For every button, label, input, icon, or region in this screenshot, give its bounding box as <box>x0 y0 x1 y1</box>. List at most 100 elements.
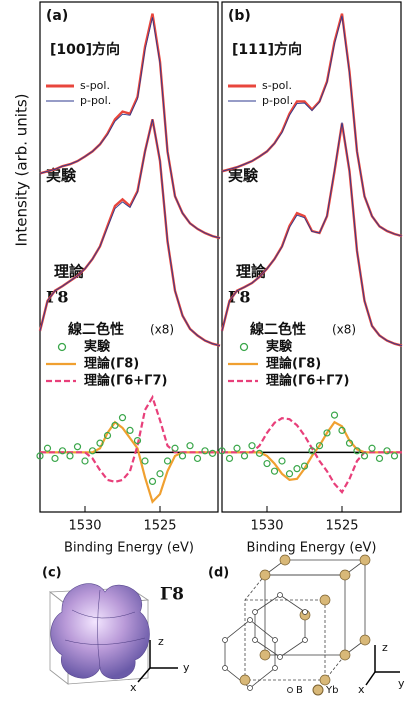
dichroism-point <box>270 467 279 475</box>
y-axis-label: Intensity (arb. units) <box>13 93 31 246</box>
dichroism-line <box>40 394 220 484</box>
x-axis-label: Binding Energy (eV) <box>64 541 194 556</box>
mesh <box>64 589 146 669</box>
plot-frame <box>221 1 402 513</box>
dichroism-point <box>360 452 369 460</box>
dichroism-point <box>263 459 271 468</box>
dichroism-point <box>58 447 67 455</box>
legend-label: 理論(Γ8) <box>84 356 139 372</box>
orbital <box>50 583 150 680</box>
curve-label: 理論 <box>236 263 267 281</box>
legend-marker <box>239 342 249 352</box>
dichroism-point <box>315 442 324 450</box>
dichroism-point <box>345 439 354 447</box>
legend-label: 理論(Γ6+Γ7) <box>266 373 349 389</box>
dichroism-point <box>338 426 346 434</box>
dichroism-point <box>156 470 164 478</box>
axis-label: y <box>183 661 190 674</box>
legend-label: Yb <box>325 685 338 696</box>
axis-label: z <box>382 641 388 654</box>
dichroism-point <box>193 454 202 463</box>
dichroism-point <box>111 421 119 429</box>
legend-marker <box>312 684 324 696</box>
dichroism-point <box>225 454 234 463</box>
dichroism-point <box>323 429 331 437</box>
spectrum-line <box>39 17 221 239</box>
dichroism-point <box>240 452 249 460</box>
dichroism-point <box>186 442 194 450</box>
spectrum-line <box>221 15 403 237</box>
dichroism-line <box>222 420 402 482</box>
legend-label: 実験 <box>266 339 293 355</box>
dichroism-point <box>218 447 226 455</box>
axis-label: y <box>398 677 405 690</box>
dichroism-point <box>208 449 217 457</box>
dichroism-point <box>248 442 256 450</box>
curve-symbol: Γ8 <box>46 288 69 307</box>
panel-label: (c) <box>42 566 62 581</box>
dichroism-point <box>96 439 104 447</box>
legend-label: 理論(Γ8) <box>266 356 321 372</box>
dichroism-point <box>390 452 399 460</box>
x-axis-label: Binding Energy (eV) <box>247 541 377 556</box>
dichroism-point <box>73 443 82 451</box>
dichroism-point <box>368 444 376 452</box>
dichroism-point <box>43 444 52 452</box>
dichroism-point <box>81 457 89 465</box>
spectrum-line <box>38 119 221 347</box>
dichroism-factor: (x8) <box>150 323 174 337</box>
axis-label: z <box>158 635 164 648</box>
legend-label: p-pol. <box>262 94 293 107</box>
axis-label: x <box>358 683 365 696</box>
dichroism-point <box>171 444 179 452</box>
dichroism-point <box>178 452 187 460</box>
panel-c: (c) Γ8 z y x <box>42 566 190 695</box>
dichroism-point <box>308 447 316 455</box>
dichroism-point <box>375 454 384 463</box>
curve-label: 実験 <box>46 167 77 185</box>
x-tick-label: 1530 <box>68 519 101 534</box>
dichroism-point <box>118 414 127 422</box>
yb-atoms <box>239 554 371 686</box>
x-tick-label: 1525 <box>325 519 358 534</box>
dichroism-title: 線二色性 <box>250 321 306 338</box>
symbol: Γ8 <box>160 585 184 605</box>
dichroism-line <box>40 420 220 504</box>
dichroism-point <box>66 452 74 460</box>
dichroism-point <box>88 447 97 455</box>
plot-frame <box>39 1 219 513</box>
dichroism-point <box>278 457 286 465</box>
dichroism-point <box>255 449 264 457</box>
dichroism-title: 線二色性 <box>68 321 124 338</box>
legend-marker <box>57 342 67 352</box>
dichroism-point <box>330 411 339 419</box>
legend-label: p-pol. <box>80 94 111 107</box>
spectrum-line <box>220 123 403 347</box>
dichroism-point <box>293 465 301 473</box>
panel-d: (d) z y x B Yb <box>208 554 405 696</box>
legend-marker <box>287 687 293 693</box>
legend-label: s-pol. <box>262 79 292 92</box>
dichroism-point <box>163 457 172 465</box>
dichroism-point <box>353 447 361 455</box>
dichroism-point <box>285 470 294 478</box>
dichroism-point <box>300 462 309 470</box>
panel-label: (a) <box>46 8 68 24</box>
curve-symbol: Γ8 <box>228 288 251 307</box>
axes <box>137 640 178 683</box>
dichroism-point <box>36 452 44 460</box>
axis-label: x <box>130 681 137 694</box>
dichroism-point <box>103 431 112 440</box>
spectrum-line <box>221 122 403 347</box>
direction: [100]方向 <box>50 41 120 58</box>
dichroism-point <box>141 457 149 465</box>
dichroism-point <box>133 437 142 445</box>
curve-label: 実験 <box>228 167 259 185</box>
legend-label: 理論(Γ6+Γ7) <box>84 373 167 389</box>
panel-label: (b) <box>228 8 251 24</box>
dichroism-point <box>51 454 59 463</box>
dichroism-factor: (x8) <box>332 323 356 337</box>
panel-label: (d) <box>208 566 229 581</box>
